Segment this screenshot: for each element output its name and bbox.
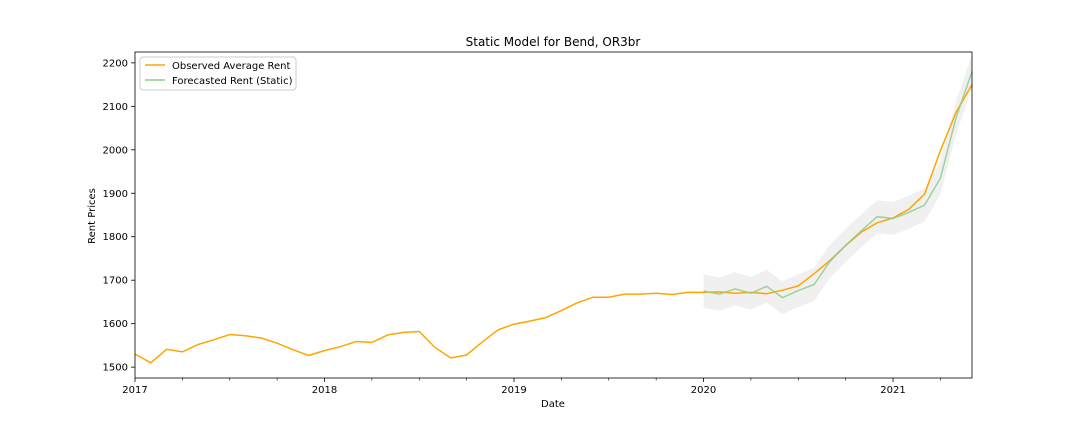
y-tick-label: 1700 bbox=[103, 276, 128, 287]
y-axis-label: Rent Prices bbox=[87, 188, 98, 244]
legend-label-observed: Observed Average Rent bbox=[172, 61, 291, 72]
y-tick-label: 1600 bbox=[103, 319, 128, 330]
forecast-rent-line bbox=[703, 71, 973, 299]
y-tick-label: 1500 bbox=[103, 363, 128, 374]
x-tick-label: 2020 bbox=[691, 385, 716, 396]
x-tick-label: 2017 bbox=[122, 385, 147, 396]
legend-frame bbox=[139, 56, 297, 91]
series-lines-layer bbox=[134, 71, 973, 364]
x-tick-label: 2019 bbox=[501, 385, 526, 396]
y-tick-label: 2100 bbox=[103, 102, 128, 113]
x-tick-label: 2018 bbox=[312, 385, 337, 396]
legend: Observed Average Rent Forecasted Rent (S… bbox=[139, 56, 297, 91]
y-tick-label: 2200 bbox=[103, 58, 128, 69]
x-tick-label: 2021 bbox=[880, 385, 905, 396]
x-axis-label: Date bbox=[541, 399, 565, 410]
plot-frame bbox=[134, 51, 973, 379]
forecast-confidence-band bbox=[703, 55, 972, 315]
legend-label-forecast: Forecasted Rent (Static) bbox=[172, 76, 293, 87]
y-tick-label: 1900 bbox=[103, 189, 128, 200]
y-tick-label: 2000 bbox=[103, 145, 128, 156]
y-tick-label: 1800 bbox=[103, 232, 128, 243]
confidence-band-layer bbox=[703, 55, 972, 315]
axes-layer: 1500 1600 1700 1800 1900 2000 2100 2200 2017 2018… bbox=[103, 51, 973, 396]
chart-title: Static Model for Bend, OR3br bbox=[466, 35, 641, 49]
